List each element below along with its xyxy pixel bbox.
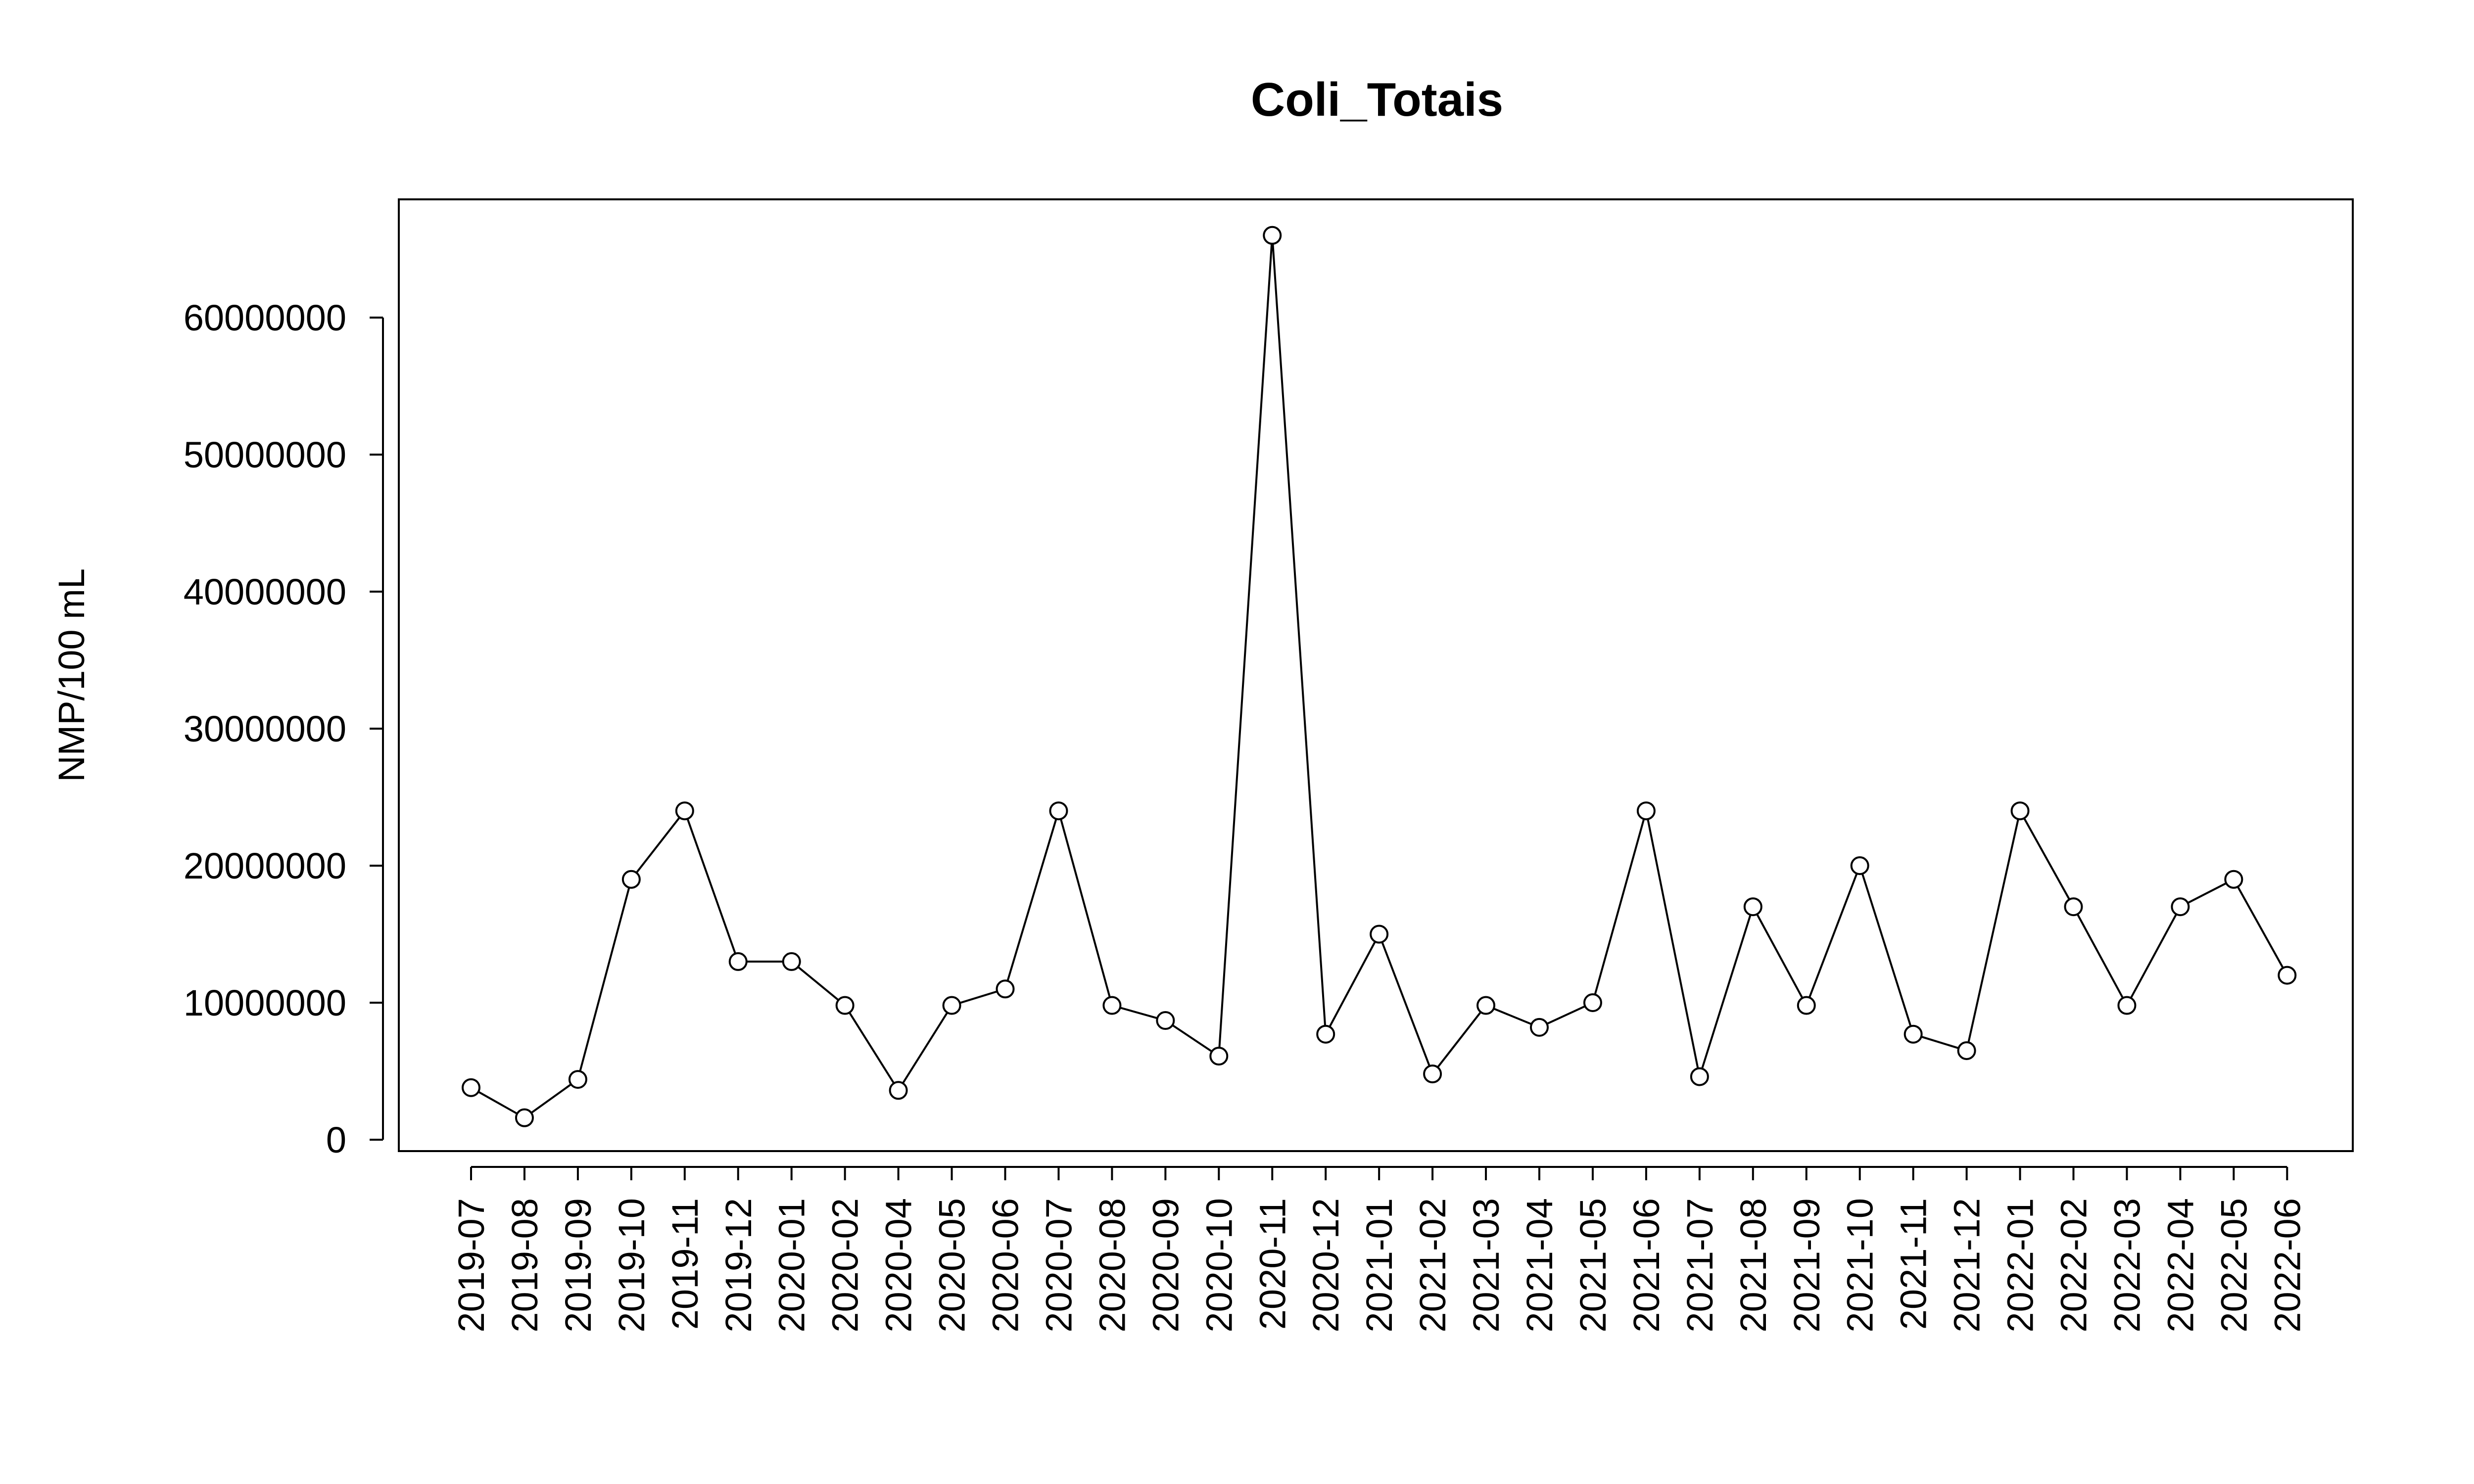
x-tick-label: 2020-04 [878,1198,919,1333]
x-tick-label: 2021-04 [1519,1198,1560,1333]
data-point [1102,996,1122,1015]
data-point [1690,1067,1709,1086]
data-point [1423,1065,1442,1084]
x-tick-label: 2022-06 [2267,1198,2308,1333]
x-tick-label: 2021-03 [1466,1198,1507,1333]
y-tick-label: 20000000 [184,845,346,886]
x-tick-label: 2019-09 [558,1198,599,1333]
data-point [1209,1047,1229,1066]
data-point [835,996,855,1015]
data-point [1743,897,1762,917]
data-point [996,979,1015,999]
x-tick-label: 2020-09 [1145,1198,1186,1333]
data-point [515,1108,534,1127]
x-tick-label: 2021-10 [1840,1198,1881,1333]
x-tick-label: 2022-03 [2106,1198,2147,1333]
data-point [1476,996,1496,1015]
x-tick-label: 2021-02 [1412,1198,1453,1333]
data-point [621,870,641,889]
data-point [1316,1024,1335,1044]
y-tick-label: 10000000 [184,982,346,1023]
x-tick-label: 2019-12 [718,1198,759,1333]
data-point [728,952,748,971]
x-tick-label: 2020-12 [1305,1198,1346,1333]
data-point [2117,996,2137,1015]
data-point [1797,996,1816,1015]
x-tick-label: 2021-08 [1733,1198,1774,1333]
x-tick-label: 2019-10 [611,1198,652,1333]
data-point [889,1081,908,1100]
x-tick-label: 2022-02 [2053,1198,2094,1333]
data-point [2010,801,2030,821]
data-point [2064,897,2083,917]
data-point [942,996,961,1015]
x-axis: 2019-07 2019-08 2019-09 2019-10 2019-11 2019-… [451,1166,2308,1333]
x-tick-label: 2020-05 [932,1198,973,1333]
data-point [2278,966,2297,985]
chart-title: Coli_Totais [1251,73,1503,126]
x-tick-label: 2021-09 [1786,1198,1827,1333]
x-tick-label: 2021-01 [1359,1198,1400,1333]
y-tick-label: 0 [326,1119,346,1160]
x-tick-label: 2022-01 [2000,1198,2041,1333]
x-tick-label: 2022-04 [2160,1198,2201,1333]
x-tick-label: 2021-12 [1947,1198,1988,1333]
y-tick-label: 60000000 [184,297,346,338]
data-point [1530,1018,1549,1037]
data-point [2224,870,2243,889]
x-tick-label: 2020-06 [985,1198,1026,1333]
data-point [1957,1041,1976,1060]
data-point [462,1078,480,1097]
x-tick-label: 2019-08 [504,1198,545,1333]
y-tick-label: 50000000 [184,434,346,475]
x-tick-label: 2020-07 [1038,1198,1079,1333]
y-tick-label: 30000000 [184,708,346,749]
series-line [471,235,2288,1119]
plot-frame [398,198,2354,1152]
data-point [675,801,694,821]
x-tick-label: 2019-11 [665,1198,706,1330]
data-point [1583,993,1602,1012]
x-tick-label: 2020-02 [825,1198,866,1333]
x-tick-label: 2022-05 [2213,1198,2254,1333]
y-axis-label: NMP/100 mL [51,568,92,782]
x-tick-label: 2019-07 [451,1198,492,1333]
x-tick-label: 2021-06 [1626,1198,1667,1333]
data-point [782,952,801,971]
x-tick-label: 2020-10 [1198,1198,1239,1333]
x-tick-label: 2020-11 [1252,1198,1293,1330]
y-axis: 0 10000000 20000000 30000000 40000000 5000000… [184,297,384,1160]
data-point [1370,925,1389,944]
data-point [1049,801,1068,821]
x-tick-label: 2021-07 [1679,1198,1720,1333]
y-tick-label: 40000000 [184,571,346,612]
data-point [2171,897,2190,917]
x-tick-label: 2021-05 [1572,1198,1614,1333]
x-tick-label: 2021-11 [1893,1198,1934,1330]
data-point [1636,801,1656,821]
data-point [1903,1024,1923,1044]
series [462,226,2297,1127]
data-point [568,1070,587,1089]
x-tick-label: 2020-01 [771,1198,812,1333]
data-point [1156,1011,1175,1030]
x-tick-label: 2020-08 [1092,1198,1133,1333]
data-point [1263,226,1282,245]
data-point [1850,856,1869,875]
